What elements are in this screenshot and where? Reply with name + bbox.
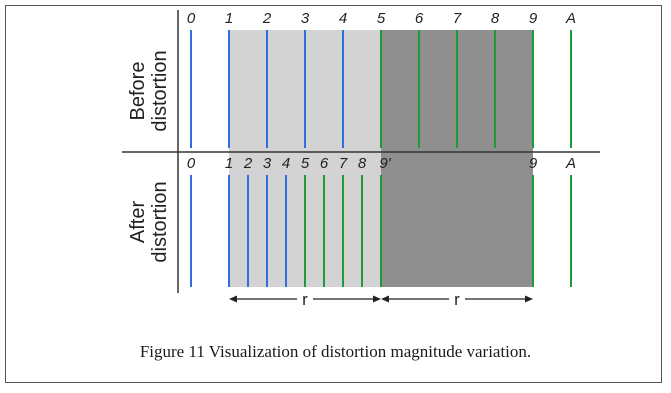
before-tick-6: 6 bbox=[415, 10, 424, 27]
span-arrow-right bbox=[381, 295, 533, 303]
after-tick-2: 2 bbox=[243, 155, 253, 172]
span-label-right: r bbox=[454, 290, 460, 309]
after-tick-9prime: 9' bbox=[379, 155, 391, 172]
before-lines bbox=[190, 30, 572, 148]
after-tick-1: 1 bbox=[225, 155, 233, 172]
before-label-line2: distortion bbox=[149, 50, 171, 131]
span-arrow-left bbox=[229, 295, 381, 303]
after-tick-9: 9 bbox=[529, 155, 538, 172]
before-tick-8: 8 bbox=[491, 10, 500, 27]
before-tick-0: 0 bbox=[187, 10, 196, 27]
span-label-left: r bbox=[302, 290, 308, 309]
before-tick-9: 9 bbox=[529, 10, 538, 27]
after-label-line1: After bbox=[127, 201, 149, 244]
after-tick-6: 6 bbox=[320, 155, 329, 172]
before-tick-3: 3 bbox=[301, 10, 310, 27]
after-tick-5: 5 bbox=[301, 155, 310, 172]
after-tick-0: 0 bbox=[187, 155, 196, 172]
after-tick-7: 7 bbox=[339, 155, 348, 172]
after-row-label: After distortion bbox=[127, 181, 171, 262]
before-tick-4: 4 bbox=[339, 10, 347, 27]
after-dark-region bbox=[381, 152, 533, 287]
before-tick-labels: 0 1 2 3 4 5 6 7 8 9 A bbox=[187, 10, 576, 27]
before-tick-5: 5 bbox=[377, 10, 386, 27]
before-tick-2: 2 bbox=[262, 10, 272, 27]
after-tick-labels: 0 1 2 3 4 5 6 7 8 9' 9 A bbox=[187, 155, 576, 172]
after-tick-A: A bbox=[565, 155, 576, 172]
before-tick-7: 7 bbox=[453, 10, 462, 27]
before-row-label: Before distortion bbox=[127, 50, 171, 131]
before-tick-1: 1 bbox=[225, 10, 233, 27]
before-label-line1: Before bbox=[127, 62, 149, 121]
after-lines bbox=[190, 175, 572, 287]
before-tick-A: A bbox=[565, 10, 576, 27]
after-tick-8: 8 bbox=[358, 155, 367, 172]
after-label-line2: distortion bbox=[149, 181, 171, 262]
figure-caption: Figure 11 Visualization of distortion ma… bbox=[139, 342, 532, 361]
after-tick-4: 4 bbox=[282, 155, 290, 172]
after-tick-3: 3 bbox=[263, 155, 272, 172]
